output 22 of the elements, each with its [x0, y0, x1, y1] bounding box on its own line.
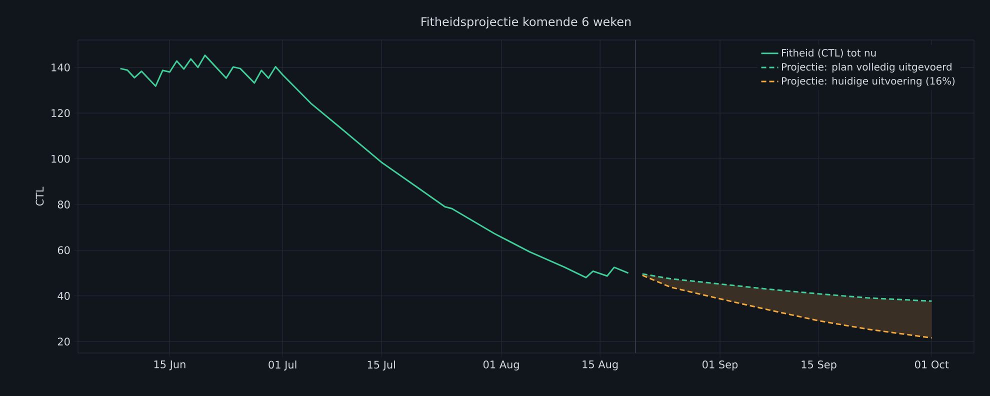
- x-tick-label: 15 Aug: [582, 360, 618, 370]
- y-axis-title: CTL: [36, 186, 44, 206]
- line-series: [642, 273, 932, 302]
- x-tick-label: 15 Jul: [368, 360, 396, 371]
- legend-label: Fitheid (CTL) tot nu: [782, 48, 876, 58]
- x-tick-label: 01 Oct: [915, 360, 949, 368]
- legend-label: Projectie: huidige uitvoering (16%): [782, 76, 955, 87]
- chart-title: Fitheidsprojectie komende 6 weken: [422, 16, 631, 28]
- y-tick-label: 40: [58, 292, 70, 300]
- y-tick-label: 140: [52, 63, 70, 72]
- y-tick-label: 20: [58, 338, 70, 346]
- y-tick-label: 100: [52, 154, 70, 163]
- x-tick-label: 01 Jul: [268, 360, 296, 371]
- y-tick-label: 60: [58, 246, 70, 254]
- x-tick-label: 15 Sep: [802, 360, 836, 370]
- y-tick-label: 120: [52, 109, 70, 118]
- line-series: [120, 54, 630, 278]
- legend-label: Projectie: plan volledig uitgevoerd: [782, 62, 952, 73]
- x-tick-label: 01 Sep: [702, 360, 738, 370]
- y-tick-label: 80: [58, 200, 70, 208]
- x-tick-label: 15 Jun: [154, 360, 186, 370]
- x-tick-label: 01 Aug: [483, 360, 519, 370]
